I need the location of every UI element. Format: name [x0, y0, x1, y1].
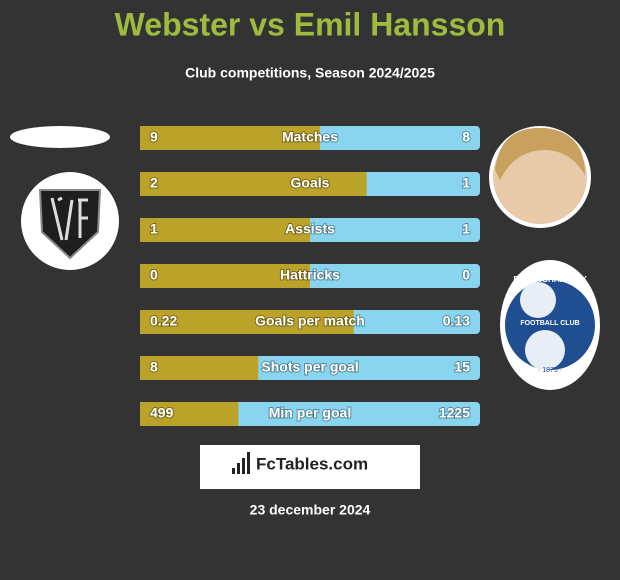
club-name: BIRMINGHAM CITY [513, 275, 587, 284]
bar-left [140, 172, 367, 196]
bar-left-cap [140, 264, 146, 288]
left-value: 1 [150, 221, 158, 237]
right-value: 0 [462, 267, 470, 283]
brand-box [200, 445, 420, 489]
right-value: 1225 [439, 405, 470, 421]
stat-label: Goals [291, 175, 330, 191]
right-value: 1 [462, 221, 470, 237]
left-club-logo [21, 172, 119, 270]
bar-left-cap [140, 310, 146, 334]
bar-left-cap [140, 356, 146, 380]
left-value: 0 [150, 267, 158, 283]
bar-left-cap [140, 402, 146, 426]
stat-label: Min per goal [269, 405, 351, 421]
right-player-photo [489, 126, 591, 228]
right-value: 1 [462, 175, 470, 191]
stat-label: Assists [285, 221, 335, 237]
left-value: 8 [150, 359, 158, 375]
bar-left [140, 356, 259, 380]
date: 23 december 2024 [250, 502, 371, 518]
right-value: 8 [462, 129, 470, 145]
stat-label: Goals per match [255, 313, 365, 329]
bar-left [140, 264, 310, 288]
right-value: 0.13 [443, 313, 470, 329]
bar-left [140, 310, 354, 334]
bar-left [140, 402, 239, 426]
stat-label: Shots per goal [261, 359, 358, 375]
subtitle: Club competitions, Season 2024/2025 [185, 65, 435, 81]
left-value: 0.22 [150, 313, 177, 329]
stat-rows: 9 Matches 8 2 Goals 1 1 Assists 1 0 Hattricks 0 0.22… [140, 126, 480, 426]
right-club-logo: BIRMINGHAM CITY FOOTBALL CLUB · 1875 · [500, 260, 600, 390]
bar-left-cap [140, 172, 146, 196]
right-value: 15 [454, 359, 470, 375]
brand: FcTables.com [256, 454, 368, 473]
bar-left [140, 126, 320, 150]
bar-left [140, 218, 310, 242]
bar-left-cap [140, 218, 146, 242]
left-value: 2 [150, 175, 158, 191]
brand-icon [232, 452, 250, 474]
stat-label: Matches [282, 129, 338, 145]
stat-label: Hattricks [280, 267, 340, 283]
left-value: 9 [150, 129, 158, 145]
club-subtitle: FOOTBALL CLUB [520, 320, 579, 327]
title: Webster vs Emil Hansson [115, 6, 506, 42]
left-player-placeholder [10, 126, 110, 148]
left-value: 499 [150, 405, 174, 421]
bar-left-cap [140, 126, 146, 150]
club-year: · 1875 · [538, 367, 562, 374]
